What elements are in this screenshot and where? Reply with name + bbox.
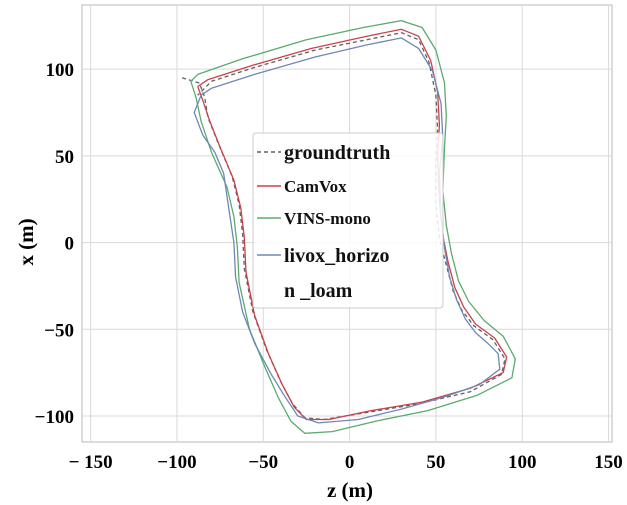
y-tick-label: −50 bbox=[44, 320, 74, 341]
y-axis-label: x (m) bbox=[14, 218, 38, 265]
series-vins-mono bbox=[190, 19, 516, 434]
legend-label-loam: n _loam bbox=[284, 280, 353, 302]
y-tick-label: 100 bbox=[46, 60, 75, 81]
legend-label-livox: livox_horizo bbox=[284, 245, 390, 267]
y-tick-label: 50 bbox=[55, 147, 74, 168]
y-tick-label: 0 bbox=[65, 234, 75, 255]
legend-box bbox=[252, 132, 444, 309]
tick-labels: − 150 −100 −50 0 50 100 150 100 50 0 −50 −100 bbox=[35, 60, 623, 473]
legend: groundtruth CamVox VINS-mono livox_horiz… bbox=[252, 132, 444, 309]
legend-label-camvox: CamVox bbox=[284, 177, 347, 196]
series-layer bbox=[181, 19, 516, 434]
x-tick-label: 0 bbox=[345, 452, 355, 473]
x-tick-label: 100 bbox=[508, 452, 537, 473]
x-tick-label: 150 bbox=[594, 452, 623, 473]
x-tick-label: −100 bbox=[157, 452, 196, 473]
x-tick-label: − 150 bbox=[69, 452, 113, 473]
x-axis-label: z (m) bbox=[327, 478, 373, 502]
y-tick-label: −100 bbox=[35, 407, 74, 428]
series-groundtruth bbox=[181, 32, 506, 421]
series-livox-horizo-n-loam bbox=[193, 37, 501, 424]
legend-label-groundtruth: groundtruth bbox=[284, 142, 390, 164]
legend-label-vins-mono: VINS-mono bbox=[284, 209, 371, 228]
x-tick-label: 50 bbox=[426, 452, 445, 473]
x-tick-label: −50 bbox=[248, 452, 278, 473]
series-camvox bbox=[197, 28, 508, 421]
